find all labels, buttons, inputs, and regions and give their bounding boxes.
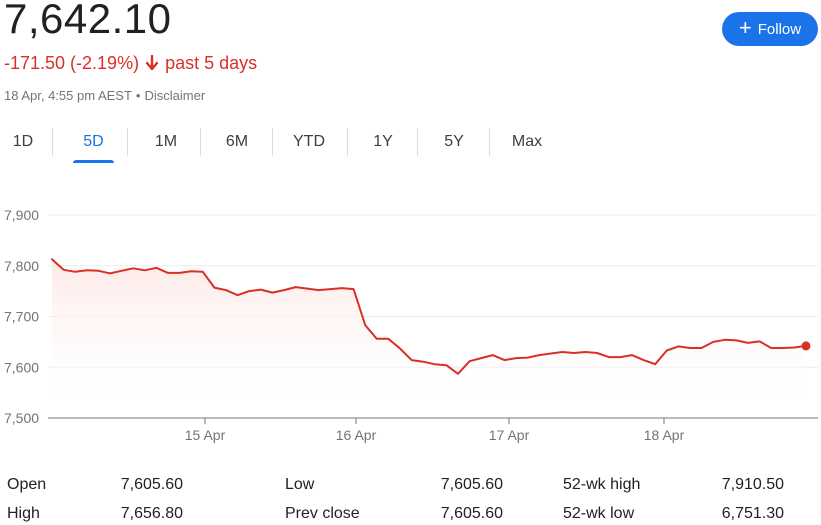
separator: • [135,88,141,103]
tab-divider [200,128,201,156]
tab-6m[interactable]: 6M [225,133,249,150]
x-tick-label: 17 Apr [489,427,530,443]
timestamp-line: 18 Apr, 4:55 pm AEST • Disclaimer [4,88,205,103]
stat-value-52wk-low: 6,751.30 [721,505,784,522]
last-point-marker [801,341,811,351]
plus-icon: + [738,15,752,40]
x-tick-label: 16 Apr [336,427,377,443]
tab-5y[interactable]: 5Y [444,133,464,150]
tab-divider [347,128,348,156]
price-chart[interactable]: 7,900 7,800 7,700 7,600 7,500 15 Apr 16 Apr 17 … [0,195,821,455]
stat-value-open: 7,605.60 [120,476,183,493]
price-change: -171.50 (-2.19%) past 5 days [4,52,257,74]
stat-label-52wk-low: 52-wk low [563,505,635,522]
change-amount: -171.50 (-2.19%) [4,53,140,73]
arrow-down-icon [145,55,159,71]
stat-label-52wk-high: 52-wk high [563,476,641,493]
tab-divider [489,128,490,156]
stat-label-low: Low [285,476,315,493]
follow-button[interactable]: + Follow [722,12,818,46]
y-tick-label: 7,900 [4,207,39,223]
range-tabs: 1D 5D 1M 6M YTD 1Y 5Y Max [0,124,560,164]
tab-ytd[interactable]: YTD [293,133,325,150]
stat-value-high: 7,656.80 [120,505,183,522]
stat-label-prev-close: Prev close [285,505,360,522]
stat-value-prev-close: 7,605.60 [440,505,503,522]
tab-max[interactable]: Max [511,133,543,150]
tab-divider [272,128,273,156]
tab-divider [417,128,418,156]
x-tick-label: 18 Apr [644,427,685,443]
y-tick-label: 7,600 [4,359,39,375]
change-period: past 5 days [165,53,258,73]
timestamp: 18 Apr, 4:55 pm AEST [4,88,132,103]
y-tick-label: 7,700 [4,309,39,325]
stat-label-high: High [7,505,40,522]
disclaimer-link[interactable]: Disclaimer [144,88,206,103]
series-line [51,258,807,375]
stat-value-52wk-high: 7,910.50 [721,476,784,493]
tab-1m[interactable]: 1M [154,133,178,150]
follow-label: Follow [757,20,802,38]
tab-1d[interactable]: 1D [12,133,34,150]
y-tick-label: 7,500 [4,410,39,426]
tab-divider [52,128,53,156]
x-tick-label: 15 Apr [185,427,226,443]
stat-value-low: 7,605.60 [440,476,503,493]
tab-divider [127,128,128,156]
y-tick-label: 7,800 [4,258,39,274]
current-price: 7,642.10 [4,0,172,42]
tab-1y[interactable]: 1Y [373,133,393,150]
tab-5d[interactable]: 5D [73,124,114,163]
series-area [52,259,806,418]
stat-label-open: Open [7,476,47,493]
